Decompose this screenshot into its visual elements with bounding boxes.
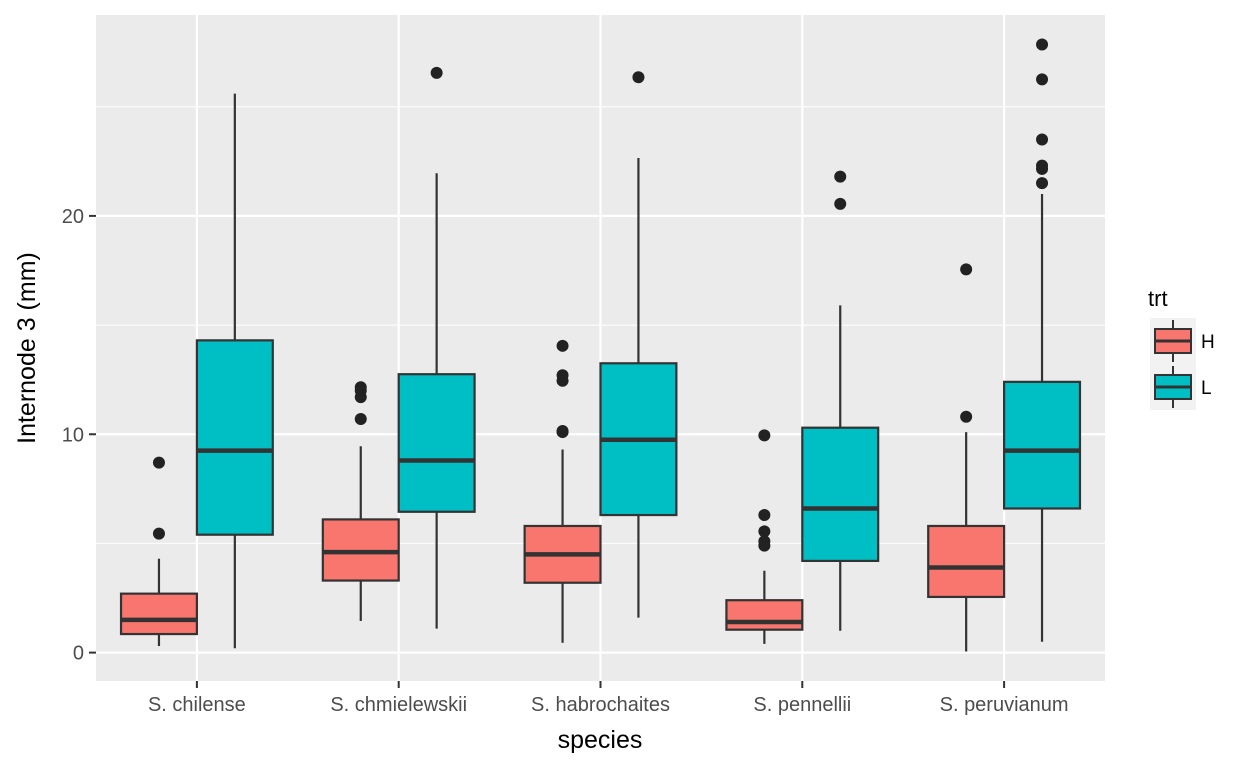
box-H-2 [523, 339, 602, 643]
legend-item-L: L [1150, 364, 1212, 410]
x-axis-title: species [558, 726, 643, 754]
outlier-point [354, 412, 367, 425]
outlier-point [1036, 73, 1049, 86]
outlier-point [556, 424, 569, 437]
box-body [927, 524, 1006, 599]
y-tick-label: 10 [62, 424, 84, 446]
y-axis-title: Internode 3 (mm) [13, 252, 41, 444]
outlier-point [1036, 159, 1049, 172]
axes: 0 10 20 S. chilense S. chmielewskii S. habroc… [62, 206, 1069, 716]
box-body [119, 592, 199, 636]
box-L-0 [195, 93, 274, 649]
legend-label: L [1201, 378, 1212, 399]
x-tick-label: S. pennellii [753, 694, 851, 716]
legend: trt H L [1148, 286, 1215, 410]
outlier-point [430, 66, 443, 79]
box-H-1 [321, 381, 400, 621]
x-tick-label: S. habrochaites [531, 694, 670, 716]
x-tick-label: S. peruvianum [940, 694, 1069, 716]
outlier-point [556, 369, 569, 382]
box-L-2 [599, 71, 678, 618]
outlier-point [960, 410, 973, 423]
outlier-point [152, 527, 165, 540]
x-tick-label: S. chilense [148, 694, 246, 716]
x-tick-label: S. chmielewskii [330, 694, 467, 716]
outlier-point [960, 263, 973, 276]
legend-item-H: H [1150, 318, 1215, 364]
box-body [397, 373, 476, 513]
box-body [801, 426, 880, 563]
legend-title: trt [1148, 286, 1168, 311]
outlier-point [834, 170, 847, 183]
outlier-point [632, 71, 645, 84]
box-body [1002, 380, 1082, 510]
legend-label: H [1201, 332, 1215, 353]
boxes [119, 38, 1082, 652]
outlier-point [1036, 177, 1049, 190]
box-H-0 [119, 456, 199, 647]
box-L-3 [801, 170, 880, 631]
outlier-point [758, 509, 771, 522]
outlier-point [1036, 133, 1049, 146]
y-tick-label: 0 [73, 643, 84, 665]
y-tick-label: 20 [62, 206, 84, 228]
box-H-4 [927, 263, 1006, 652]
outlier-point [758, 535, 771, 548]
box-L-1 [397, 66, 476, 629]
box-L-4 [1002, 38, 1082, 642]
box-body [195, 339, 274, 536]
box-H-3 [725, 429, 804, 644]
box-body [725, 599, 804, 631]
outlier-point [1036, 38, 1049, 51]
outlier-point [758, 525, 771, 538]
outlier-point [834, 197, 847, 210]
outlier-point [152, 456, 165, 469]
outlier-point [354, 381, 367, 394]
outlier-point [758, 429, 771, 442]
outlier-point [556, 339, 569, 352]
